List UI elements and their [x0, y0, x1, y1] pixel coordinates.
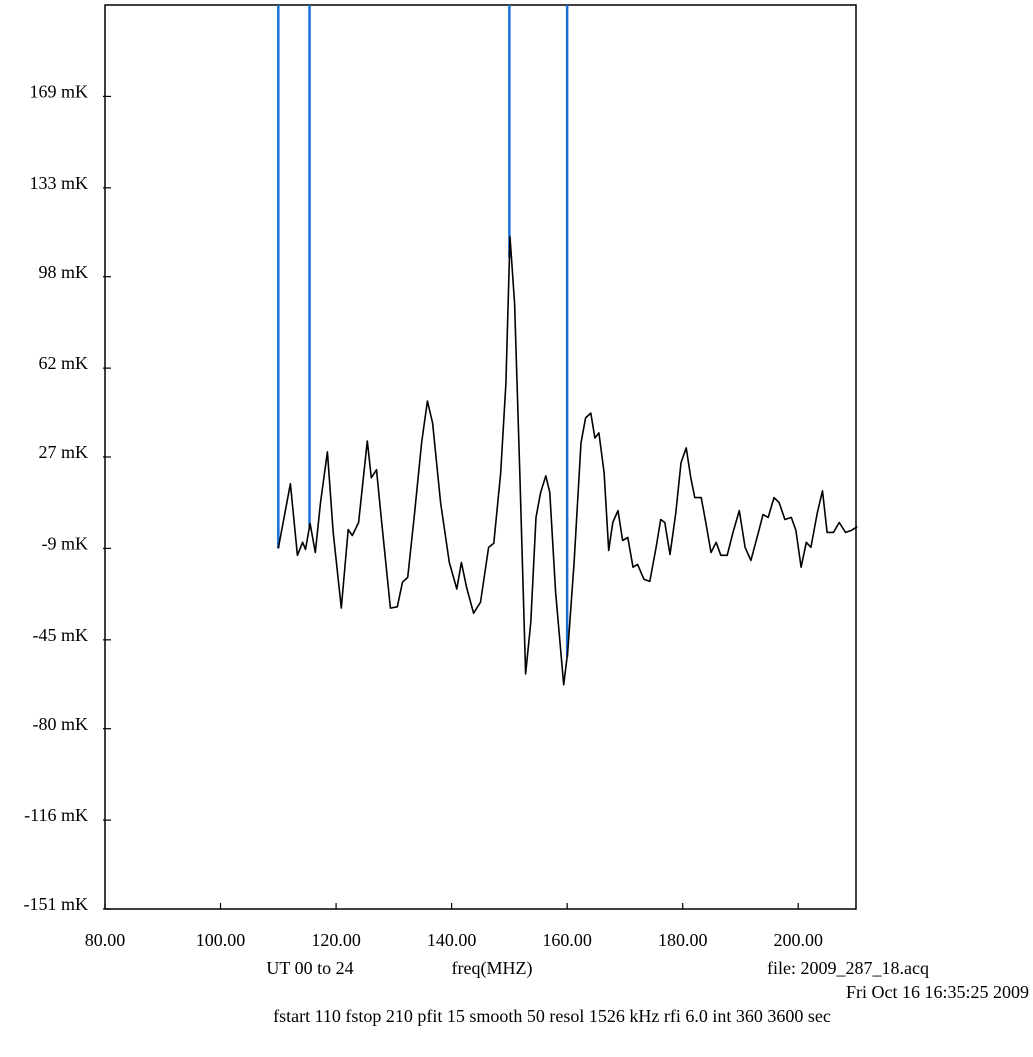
y-tick-label: 27 mK — [39, 442, 89, 462]
x-tick-label: 140.00 — [427, 930, 477, 950]
x-tick-label: 200.00 — [773, 930, 823, 950]
x-tick-label: 160.00 — [542, 930, 592, 950]
x-tick-label: 80.00 — [85, 930, 126, 950]
y-tick-label: -80 mK — [33, 714, 89, 734]
y-tick-label: 169 mK — [30, 82, 89, 102]
annotation: fstart 110 fstop 210 pfit 15 smooth 50 r… — [273, 1006, 831, 1026]
y-tick-label: -9 mK — [42, 534, 89, 554]
annotation: UT 00 to 24 — [266, 958, 353, 978]
x-tick-label: 180.00 — [658, 930, 708, 950]
annotation: Fri Oct 16 16:35:25 2009 — [846, 982, 1029, 1002]
y-tick-label: -116 mK — [24, 805, 88, 825]
x-axis-label: freq(MHZ) — [452, 958, 533, 979]
plot-frame — [104, 4, 857, 910]
data-line — [277, 236, 858, 686]
y-tick-label: 133 mK — [30, 173, 89, 193]
x-tick-label: 120.00 — [311, 930, 361, 950]
y-tick-label: -45 mK — [33, 625, 89, 645]
y-tick-label: -151 mK — [24, 894, 89, 914]
y-tick-label: 98 mK — [39, 262, 89, 282]
x-tick-label: 100.00 — [196, 930, 246, 950]
annotation: file: 2009_287_18.acq — [767, 958, 929, 978]
y-tick-label: 62 mK — [39, 353, 89, 373]
